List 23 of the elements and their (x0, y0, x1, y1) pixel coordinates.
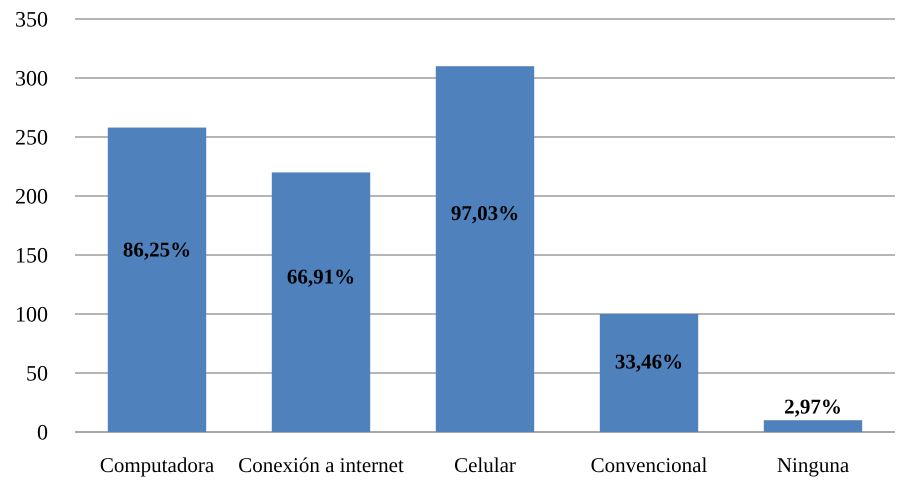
y-tick-label: 300 (15, 66, 48, 91)
y-tick-label: 150 (15, 242, 48, 268)
y-tick-label: 0 (37, 420, 48, 445)
x-tick-label: Convencional (590, 453, 708, 477)
annotation: 66,91% (286, 264, 356, 289)
annotation: 33,46% (614, 350, 684, 374)
y-tick-label: 250 (15, 124, 48, 150)
y-tick-label: 100 (15, 302, 48, 327)
annotation: 2,97% (784, 394, 842, 419)
bar (272, 172, 370, 432)
bar (436, 66, 534, 432)
annotation: 97,03% (450, 200, 520, 225)
x-tick-label: Celular (454, 453, 516, 477)
annotation: 86,25% (122, 238, 192, 262)
bar (600, 314, 698, 432)
y-tick-label: 350 (15, 6, 48, 32)
x-tick-label: Computadora (100, 453, 215, 477)
bar (108, 128, 206, 432)
bar (764, 420, 862, 432)
x-tick-label: Conexión a internet (238, 453, 404, 477)
y-tick-label: 200 (15, 184, 48, 209)
x-tick-label: Ninguna (776, 453, 850, 477)
y-tick-label: 50 (26, 360, 48, 386)
